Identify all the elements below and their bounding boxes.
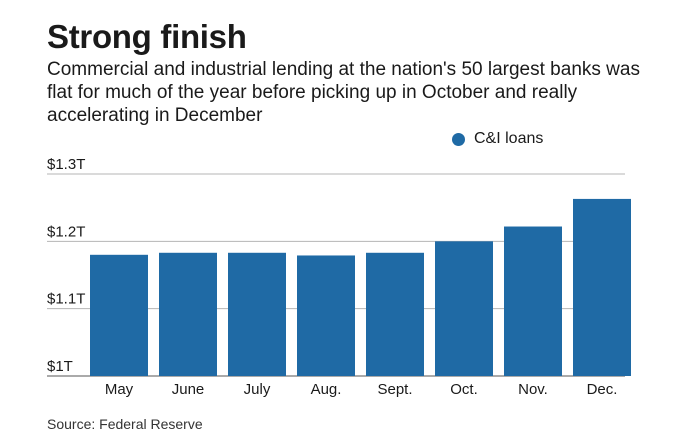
- x-tick-label: June: [172, 381, 205, 398]
- chart-subtitle: Commercial and industrial lending at the…: [47, 59, 640, 126]
- bar: [504, 226, 562, 376]
- y-tick-label: $1.1T: [47, 291, 85, 308]
- x-tick-label: May: [105, 381, 134, 398]
- bar: [228, 252, 286, 376]
- bar: [435, 241, 493, 376]
- legend: C&I loans: [452, 130, 543, 148]
- x-tick-label: Dec.: [587, 381, 618, 398]
- x-tick-label: Nov.: [518, 381, 548, 398]
- legend-swatch: [452, 132, 465, 146]
- legend-label: C&I loans: [474, 130, 544, 147]
- x-tick-label: July: [244, 381, 271, 398]
- y-tick-label: $1.2T: [47, 223, 85, 240]
- y-tick-label: $1.3T: [47, 156, 85, 173]
- bar: [90, 254, 148, 376]
- x-tick-label: Oct.: [450, 381, 478, 398]
- bar: [297, 255, 355, 376]
- x-axis-labels: May June July Aug. Sept. Oct. Nov. Dec.: [105, 381, 618, 398]
- chart-title: Strong finish: [47, 18, 247, 55]
- bar: [159, 252, 217, 376]
- source-note: Source: Federal Reserve: [47, 416, 203, 432]
- bar: [366, 252, 424, 376]
- x-tick-label: Sept.: [377, 381, 412, 398]
- x-tick-label: Aug.: [311, 381, 342, 398]
- bars: [90, 198, 631, 376]
- bar: [573, 198, 631, 376]
- y-tick-label: $1T: [47, 358, 73, 375]
